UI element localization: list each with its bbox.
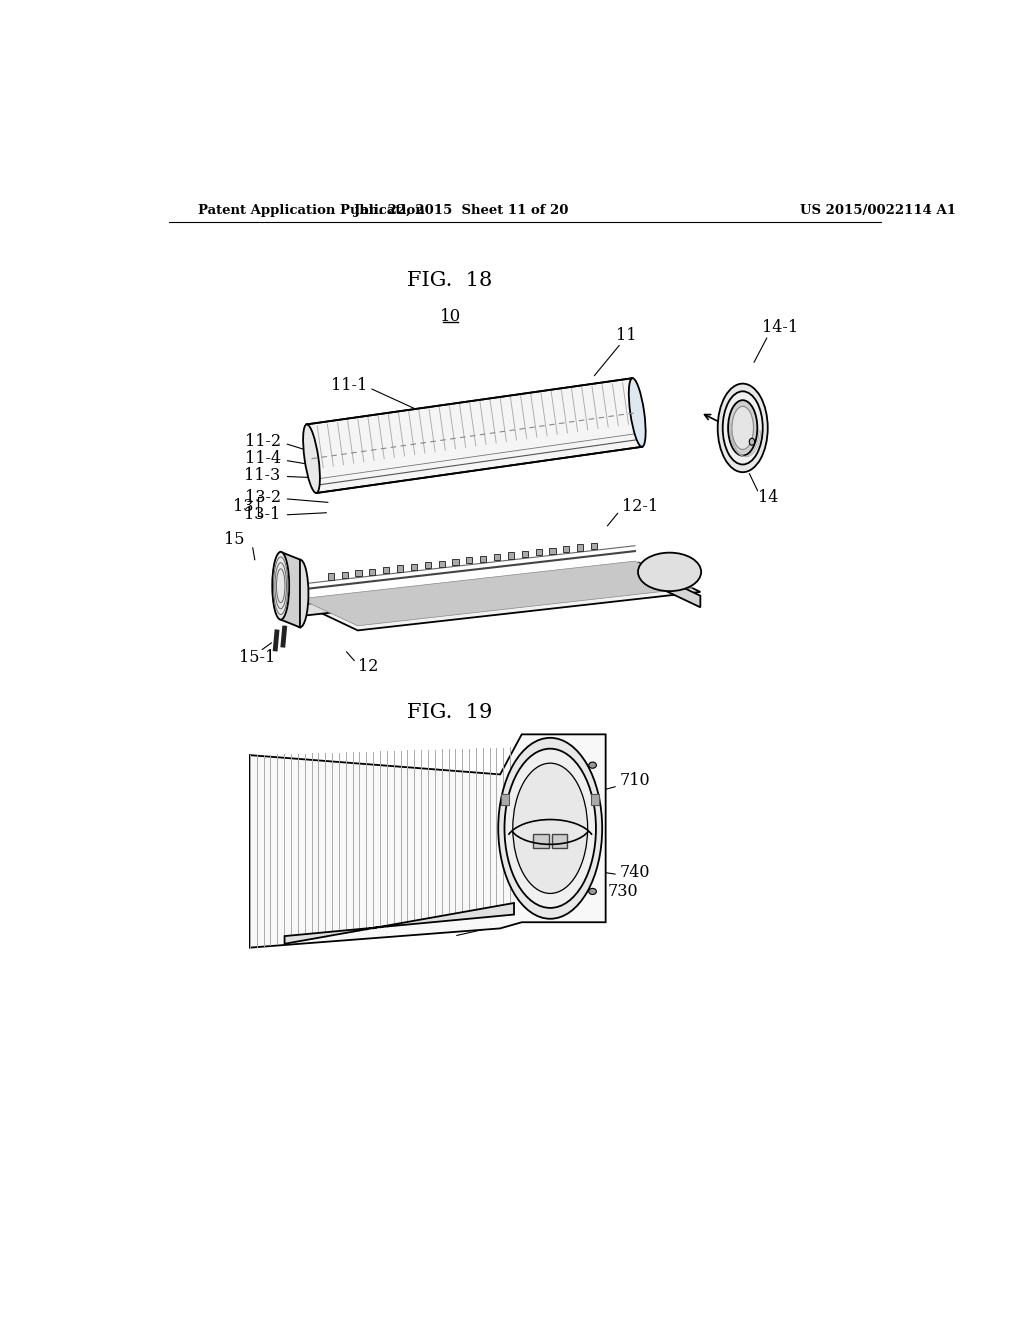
Bar [552,834,567,847]
Text: 14-1: 14-1 [762,319,798,337]
Text: 710: 710 [620,772,650,789]
Text: US 2015/0022114 A1: US 2015/0022114 A1 [801,205,956,218]
Ellipse shape [292,560,308,627]
Bar [480,556,486,562]
Polygon shape [285,903,514,944]
Text: 15: 15 [224,531,245,548]
Text: 13-2: 13-2 [245,488,281,506]
Bar [397,565,403,572]
Ellipse shape [750,438,755,445]
Ellipse shape [589,888,596,895]
Bar [370,569,376,574]
Bar [536,549,542,556]
Bar [355,570,361,577]
Text: 12-1: 12-1 [622,498,658,515]
Text: 14: 14 [758,488,778,506]
Bar [411,564,417,570]
Ellipse shape [272,552,289,619]
Ellipse shape [499,738,602,919]
Text: FIG.  19: FIG. 19 [408,704,493,722]
Bar [466,557,472,564]
Ellipse shape [728,400,758,455]
Bar [342,572,348,578]
Text: 11-2: 11-2 [245,433,281,450]
Polygon shape [306,379,642,492]
Bar [550,548,556,554]
Polygon shape [281,552,300,627]
Ellipse shape [303,424,319,494]
Text: 11: 11 [615,327,636,345]
Bar [591,543,597,549]
Bar [425,562,431,569]
Ellipse shape [732,407,754,449]
Bar [494,554,500,560]
Text: 12: 12 [357,659,378,675]
Text: Jan. 22, 2015  Sheet 11 of 20: Jan. 22, 2015 Sheet 11 of 20 [354,205,569,218]
Polygon shape [502,795,509,805]
Text: 11-1: 11-1 [332,378,368,395]
Bar [508,553,514,558]
Text: 720: 720 [514,908,545,925]
Polygon shape [296,566,639,616]
Bar [438,561,444,566]
Bar [521,550,528,557]
Text: FIG.  18: FIG. 18 [408,271,493,289]
Ellipse shape [505,748,596,908]
Ellipse shape [718,384,768,473]
Bar [563,546,569,552]
Bar [453,558,459,565]
Bar [328,573,334,579]
Polygon shape [591,795,599,805]
Text: 11-4: 11-4 [245,450,281,467]
Ellipse shape [723,391,763,465]
Text: 730: 730 [608,883,639,900]
Bar [383,568,389,573]
Bar [578,544,584,550]
Ellipse shape [629,378,645,447]
Text: 11-3: 11-3 [245,467,281,484]
Text: Patent Application Publication: Patent Application Publication [199,205,425,218]
Text: 13: 13 [233,498,254,515]
Ellipse shape [589,762,596,768]
Polygon shape [296,562,700,631]
Polygon shape [639,566,700,607]
Text: 15-1: 15-1 [240,649,275,665]
Bar [534,834,549,847]
Text: 740: 740 [620,865,650,882]
Polygon shape [300,561,692,626]
Text: 13-1: 13-1 [245,506,281,523]
Polygon shape [250,734,605,948]
Text: 10: 10 [439,308,461,325]
Ellipse shape [513,763,588,894]
Ellipse shape [638,553,701,591]
